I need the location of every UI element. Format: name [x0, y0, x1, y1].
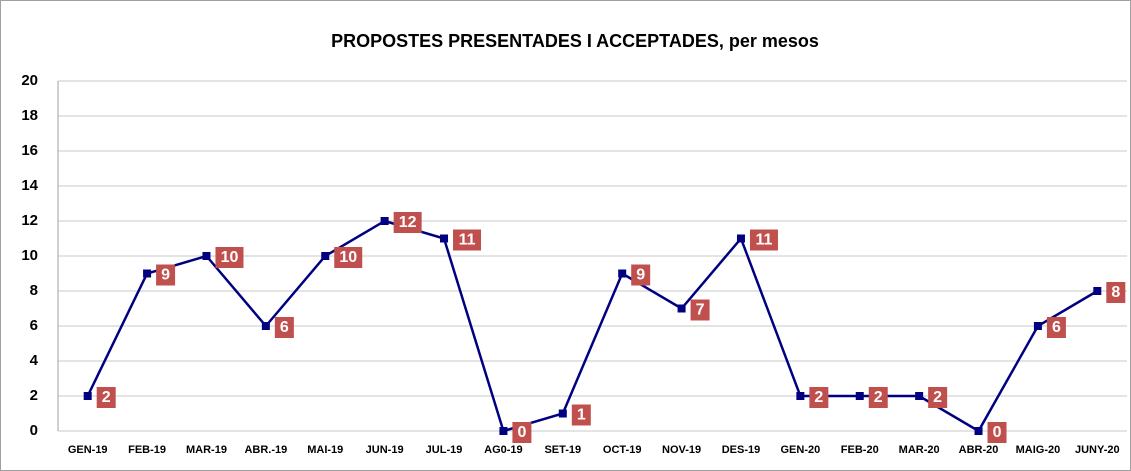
- x-tick-label: GEN-20: [780, 444, 820, 456]
- marker: [83, 392, 92, 400]
- value-label: 2: [874, 389, 883, 406]
- value-label-box: [749, 229, 778, 251]
- value-label: 0: [517, 424, 526, 441]
- marker: [1093, 287, 1102, 295]
- value-label-box: [809, 387, 829, 408]
- marker: [618, 269, 627, 278]
- marker: [915, 392, 924, 400]
- value-label: 10: [339, 249, 357, 266]
- value-label-box: [393, 212, 422, 233]
- marker: [321, 252, 330, 260]
- marker: [736, 234, 745, 243]
- y-tick-label: 12: [21, 212, 38, 229]
- x-tick-label: MAR-19: [186, 444, 227, 456]
- marker: [855, 392, 864, 400]
- x-tick-label: SET-19: [544, 444, 581, 456]
- x-tick-label: ABR.-19: [244, 444, 287, 456]
- value-label-box: [631, 264, 651, 286]
- x-tick-label: DES-19: [722, 444, 761, 456]
- value-label: 11: [459, 232, 476, 249]
- y-tick-label: 20: [21, 72, 38, 89]
- y-tick-label: 14: [21, 177, 38, 194]
- marker: [499, 427, 508, 435]
- marker: [143, 269, 152, 278]
- value-label: 9: [161, 267, 170, 284]
- value-label-box: [571, 404, 591, 426]
- value-label-box: [690, 299, 710, 321]
- marker: [796, 392, 805, 400]
- x-tick-label: GEN-19: [68, 444, 108, 456]
- y-tick-label: 6: [30, 317, 38, 334]
- x-tick-label: NOV-19: [662, 444, 701, 456]
- y-tick-label: 18: [21, 107, 38, 124]
- y-tick-label: 10: [21, 247, 38, 264]
- value-label: 6: [280, 319, 289, 336]
- value-label: 9: [636, 267, 645, 284]
- value-label-box: [512, 422, 532, 443]
- value-label-box: [96, 387, 116, 408]
- y-tick-label: 8: [30, 282, 38, 299]
- x-tick-label: MAR-20: [899, 444, 940, 456]
- value-label: 10: [221, 249, 239, 266]
- marker: [558, 409, 567, 418]
- marker: [677, 304, 686, 313]
- chart-title: PROPOSTES PRESENTADES I ACCEPTADES, per …: [331, 31, 819, 51]
- value-label-box: [156, 264, 176, 286]
- y-tick-label: 0: [30, 422, 38, 439]
- value-label-box: [1046, 317, 1066, 338]
- value-label-box: [868, 387, 888, 408]
- value-label-box: [928, 387, 948, 408]
- value-label: 2: [933, 389, 942, 406]
- value-label: 8: [1111, 284, 1120, 301]
- value-label-box: [215, 247, 244, 268]
- value-label-box: [453, 229, 482, 251]
- x-tick-label: JUL-19: [426, 444, 463, 456]
- value-label-box: [334, 247, 363, 268]
- x-tick-label: JUN-19: [366, 444, 404, 456]
- x-tick-label: OCT-19: [603, 444, 642, 456]
- value-label: 6: [1052, 319, 1061, 336]
- value-label: 0: [993, 424, 1002, 441]
- x-tick-label: MAIG-20: [1016, 444, 1061, 456]
- x-tick-label: ABR-20: [959, 444, 999, 456]
- x-tick-label: JUNY-20: [1075, 444, 1120, 456]
- y-tick-label: 16: [21, 142, 38, 159]
- value-label-box: [987, 422, 1007, 443]
- marker: [261, 322, 270, 330]
- x-tick-label: MAI-19: [307, 444, 343, 456]
- value-label-box: [1106, 282, 1126, 303]
- value-label: 1: [577, 407, 586, 424]
- x-tick-label: FEB-19: [128, 444, 166, 456]
- value-label: 7: [696, 302, 705, 319]
- value-label: 2: [814, 389, 823, 406]
- value-label: 11: [756, 232, 773, 249]
- value-label: 2: [102, 389, 111, 406]
- y-tick-label: 4: [30, 352, 39, 369]
- x-tick-label: FEB-20: [841, 444, 879, 456]
- marker: [974, 427, 983, 435]
- value-label: 12: [399, 214, 417, 231]
- y-tick-label: 2: [30, 387, 38, 404]
- x-tick-label: AG0-19: [484, 444, 523, 456]
- value-label-box: [274, 317, 294, 338]
- marker: [380, 217, 389, 225]
- marker: [1033, 322, 1042, 330]
- marker: [440, 234, 449, 243]
- marker: [202, 252, 211, 260]
